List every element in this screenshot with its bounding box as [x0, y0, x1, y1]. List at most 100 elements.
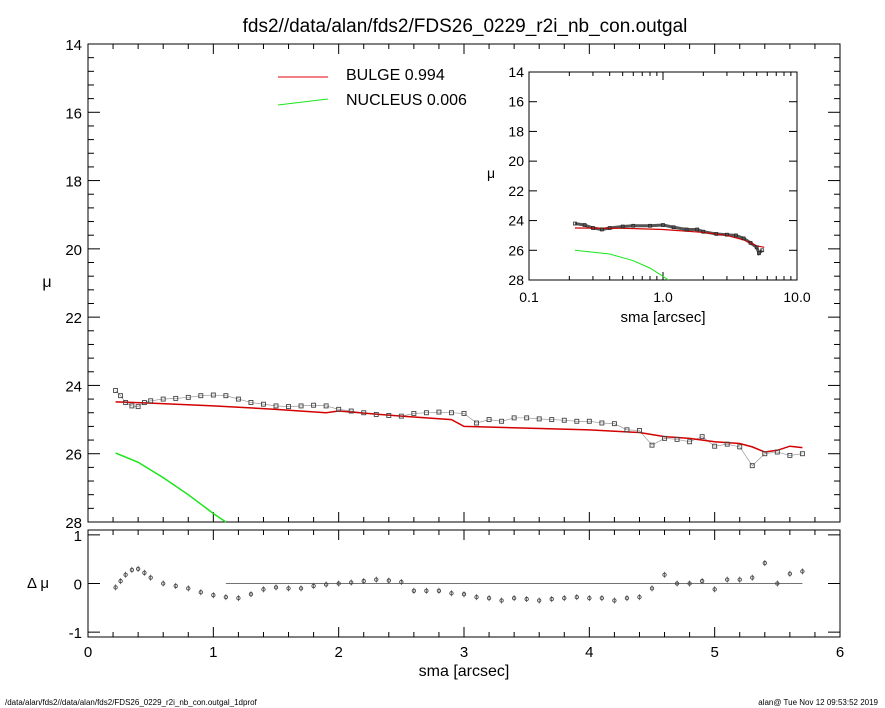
main-y-tick-label: 20	[65, 242, 82, 259]
x-axis-label: sma [arcsec]	[419, 663, 510, 680]
data-point	[348, 408, 354, 414]
residual-point	[449, 591, 454, 596]
inset-data-point	[695, 227, 700, 232]
data-point	[586, 418, 592, 424]
main-plot-frame	[87, 43, 841, 523]
main-y-tick-label: 14	[65, 37, 82, 54]
inset-data-point	[757, 251, 761, 256]
residual-point	[499, 598, 504, 603]
residual-point	[624, 595, 630, 601]
main-y-ticks: 14 16 18 20 22 24 26 28	[65, 37, 841, 532]
data-point	[198, 393, 204, 399]
main-series	[113, 388, 805, 523]
residual-point	[349, 580, 354, 585]
residual-point	[135, 566, 141, 572]
x-tick-label: 2	[334, 644, 342, 661]
bulge-model-line	[115, 401, 803, 453]
inset-y-tick-label: 24	[508, 213, 524, 229]
residual-point	[775, 581, 780, 586]
data-point	[574, 418, 580, 424]
inset-data-point	[648, 223, 652, 228]
residual-point	[474, 594, 479, 600]
data-point	[687, 439, 693, 445]
residual-point	[399, 579, 404, 585]
inset-data-point	[631, 223, 636, 228]
residual-point	[248, 592, 254, 597]
main-y-tick-label: 26	[65, 447, 82, 464]
residual-point	[800, 569, 805, 574]
footer-path: /data/alan/fds2//data/alan/fds2/FDS26_02…	[5, 698, 258, 707]
inset-x-tick-label: 1.0	[653, 289, 673, 305]
residual-y-tick-label: 1	[74, 528, 82, 545]
inset-series	[573, 221, 765, 281]
residual-point	[537, 598, 542, 603]
residual-point	[374, 577, 379, 582]
data-point	[499, 418, 505, 424]
data-point	[129, 403, 135, 409]
data-point	[336, 406, 342, 412]
inset-x-axis-label: sma [arcsec]	[620, 309, 705, 326]
residual-point	[637, 594, 642, 600]
residual-point	[725, 577, 730, 582]
inset-y-tick-label: 28	[508, 272, 524, 288]
inset-data-point	[741, 236, 746, 241]
data-point	[662, 435, 667, 441]
residual-point	[273, 585, 279, 590]
residual-y-tick-label: -1	[69, 625, 82, 642]
residual-point	[142, 570, 147, 575]
residual-point	[361, 578, 366, 584]
inset-data-point	[620, 224, 625, 229]
residual-point	[511, 595, 517, 601]
residual-point	[198, 590, 203, 595]
data-point	[361, 410, 367, 416]
inset-data-point	[607, 226, 612, 230]
x-tick-label: 3	[460, 644, 468, 661]
data-point	[323, 403, 329, 409]
data-point	[261, 401, 266, 407]
residual-point	[612, 598, 617, 603]
residual-point	[549, 596, 554, 602]
inset-y-tick-label: 22	[508, 183, 524, 199]
inset-data-point	[734, 233, 738, 238]
residual-point	[186, 586, 191, 591]
residual-point	[486, 595, 492, 601]
data-point	[699, 434, 705, 440]
data-point	[286, 404, 291, 410]
residual-point	[574, 594, 579, 600]
inset-data-point	[714, 232, 719, 236]
residual-point	[173, 583, 178, 589]
data-point	[674, 436, 680, 442]
residual-point	[411, 588, 417, 593]
data-point	[762, 451, 768, 457]
data-point	[113, 388, 119, 393]
residual-y-tick-label: 0	[74, 577, 82, 594]
residual-point	[336, 581, 341, 586]
data-point	[474, 420, 479, 426]
data-point	[160, 396, 166, 402]
data-point	[599, 420, 605, 426]
data-point	[141, 400, 147, 405]
data-point	[223, 393, 229, 399]
data-point	[637, 428, 642, 433]
main-y-tick-label: 18	[65, 174, 82, 191]
data-point	[737, 444, 743, 450]
residual-point	[436, 588, 442, 593]
data-point	[536, 416, 542, 422]
residual-point	[524, 596, 529, 602]
main-y-tick-label: 22	[65, 310, 82, 327]
data-point	[411, 410, 417, 416]
residual-point	[286, 586, 291, 591]
footer-timestamp: alan@ Tue Nov 12 09:53:52 2019	[758, 698, 878, 707]
data-point	[135, 404, 141, 410]
residual-point	[712, 587, 717, 592]
residual-point	[161, 581, 166, 586]
residual-point	[123, 572, 128, 577]
residual-point	[261, 587, 266, 592]
residual-point	[750, 575, 755, 580]
inset-x-tick-label: 0.1	[519, 289, 539, 305]
inset-data-point	[725, 232, 729, 237]
residual-point	[223, 594, 229, 600]
data-point	[123, 400, 129, 405]
main-y-tick-label: 28	[65, 515, 82, 532]
residual-point	[311, 583, 316, 589]
